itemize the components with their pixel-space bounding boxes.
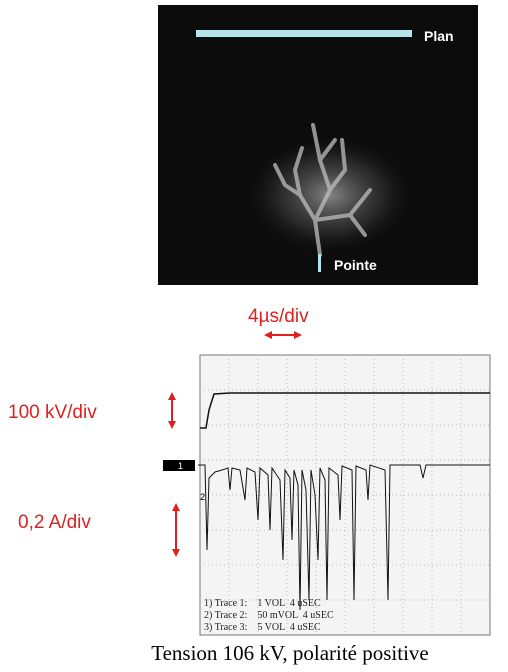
current-trace — [198, 464, 490, 611]
current-arrow — [172, 503, 180, 557]
channel-2-marker: 2 — [200, 492, 205, 502]
trace-info: 3) Trace 3: 5 VOL 4 uSEC — [204, 622, 321, 633]
voltage-trace — [200, 392, 490, 429]
discharge-glow — [245, 135, 415, 255]
voltage-scale: 100 kV/div — [8, 402, 97, 423]
discharge-branches — [273, 123, 372, 257]
time-scale: 4µs/div — [248, 306, 309, 327]
channel-1-marker-box — [163, 460, 195, 471]
point-label: Pointe — [334, 257, 377, 273]
oscilloscope: 1 2 1) Trace 1: 1 VOL 4 uSEC 2) Trace 2:… — [163, 354, 491, 636]
trace-info: 1) Trace 1: 1 VOL 4 uSEC — [204, 598, 321, 609]
channel-1-marker: 1 — [178, 461, 183, 471]
voltage-arrow — [168, 392, 176, 429]
scope-grid — [200, 355, 490, 635]
current-scale: 0,2 A/div — [18, 512, 91, 533]
caption: Tension 106 kV, polarité positive — [151, 641, 429, 665]
plane-electrode — [196, 30, 412, 37]
point-electrode — [318, 254, 321, 272]
plane-label: Plan — [424, 28, 454, 44]
time-arrow — [264, 331, 302, 339]
photo: Plan Pointe — [158, 5, 478, 285]
trace-info: 2) Trace 2: 50 mVOL 4 uSEC — [204, 610, 334, 621]
